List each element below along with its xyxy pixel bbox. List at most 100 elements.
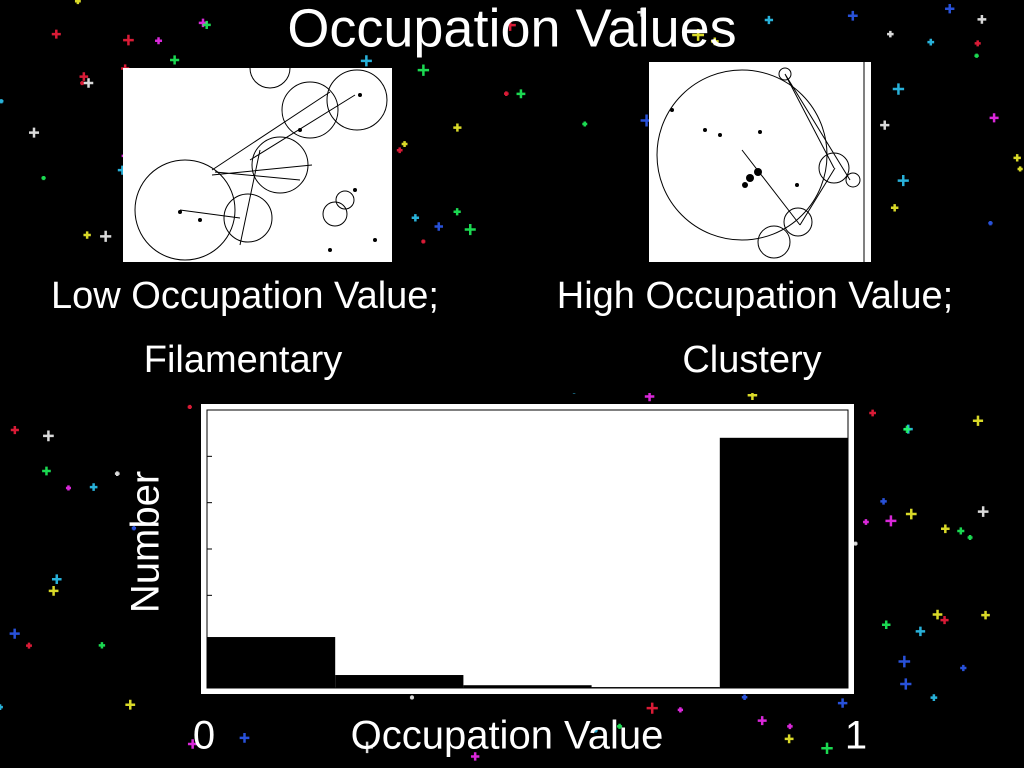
star bbox=[960, 664, 967, 672]
star bbox=[80, 81, 85, 86]
star bbox=[83, 231, 91, 239]
star bbox=[43, 430, 54, 442]
plot bbox=[207, 409, 848, 689]
star bbox=[361, 741, 373, 754]
star bbox=[972, 415, 984, 426]
star bbox=[989, 113, 999, 123]
star bbox=[617, 723, 623, 729]
star bbox=[470, 752, 480, 761]
star bbox=[125, 699, 136, 710]
star bbox=[187, 739, 198, 749]
star bbox=[847, 10, 858, 21]
star bbox=[903, 425, 911, 434]
star bbox=[42, 466, 51, 476]
star bbox=[863, 519, 869, 525]
star bbox=[905, 508, 917, 520]
panel-caption: Clustery bbox=[682, 339, 821, 381]
star bbox=[453, 208, 461, 216]
bar bbox=[207, 637, 336, 688]
x-tick-label: 1 bbox=[845, 714, 867, 758]
star bbox=[65, 485, 71, 491]
star bbox=[974, 40, 981, 47]
star bbox=[409, 695, 415, 700]
star bbox=[516, 89, 526, 99]
star bbox=[0, 99, 4, 104]
star bbox=[504, 19, 516, 31]
star bbox=[51, 574, 62, 584]
star bbox=[940, 616, 949, 625]
star bbox=[114, 471, 120, 477]
x-tick-label: 0 bbox=[193, 714, 215, 758]
star bbox=[869, 409, 877, 417]
star bbox=[503, 91, 509, 96]
star bbox=[692, 29, 705, 41]
star bbox=[41, 175, 46, 181]
star bbox=[187, 404, 192, 410]
x-axis-label: Occupation Value bbox=[351, 714, 664, 758]
star bbox=[932, 609, 943, 620]
star bbox=[74, 0, 81, 5]
star bbox=[945, 4, 955, 14]
panel-caption: Filamentary bbox=[144, 339, 343, 381]
star bbox=[880, 120, 890, 130]
star bbox=[360, 55, 372, 67]
star bbox=[892, 83, 905, 95]
star bbox=[941, 524, 950, 534]
star bbox=[644, 391, 655, 402]
star bbox=[10, 425, 19, 435]
star bbox=[417, 64, 430, 76]
caption-band bbox=[0, 262, 1024, 393]
star bbox=[464, 224, 476, 236]
star bbox=[100, 230, 112, 242]
star bbox=[853, 541, 858, 546]
cluster-image bbox=[649, 62, 871, 262]
filament-image bbox=[123, 47, 392, 262]
star bbox=[48, 586, 59, 596]
star bbox=[967, 535, 973, 540]
star bbox=[434, 222, 443, 231]
star bbox=[98, 642, 106, 649]
bar bbox=[463, 685, 592, 688]
star bbox=[981, 610, 990, 620]
star bbox=[155, 37, 163, 45]
star bbox=[89, 483, 98, 491]
star bbox=[710, 37, 719, 46]
y-axis-label: Number bbox=[124, 471, 168, 613]
star bbox=[957, 527, 965, 535]
star bbox=[885, 515, 897, 527]
star bbox=[593, 728, 598, 733]
star bbox=[821, 742, 833, 755]
star bbox=[890, 204, 899, 212]
star bbox=[880, 498, 887, 505]
star bbox=[887, 30, 894, 38]
star bbox=[898, 655, 911, 668]
star bbox=[51, 29, 61, 39]
star bbox=[897, 175, 909, 187]
star bbox=[637, 7, 646, 17]
star bbox=[411, 214, 420, 222]
star bbox=[757, 716, 767, 726]
star bbox=[0, 704, 3, 710]
star bbox=[123, 34, 134, 46]
star bbox=[646, 702, 658, 714]
star bbox=[784, 734, 794, 744]
bar bbox=[719, 437, 848, 688]
star bbox=[79, 72, 89, 81]
star bbox=[28, 127, 40, 138]
star bbox=[131, 526, 137, 531]
star bbox=[9, 628, 20, 639]
star bbox=[741, 694, 748, 700]
star bbox=[915, 626, 926, 637]
star bbox=[453, 123, 462, 132]
slide-title: Occupation Values bbox=[287, 0, 736, 58]
star bbox=[974, 53, 979, 58]
star bbox=[930, 694, 938, 701]
star bbox=[764, 15, 774, 25]
star bbox=[170, 55, 180, 65]
star bbox=[787, 723, 793, 730]
star bbox=[977, 14, 987, 24]
bar bbox=[335, 675, 464, 688]
star bbox=[83, 78, 94, 88]
